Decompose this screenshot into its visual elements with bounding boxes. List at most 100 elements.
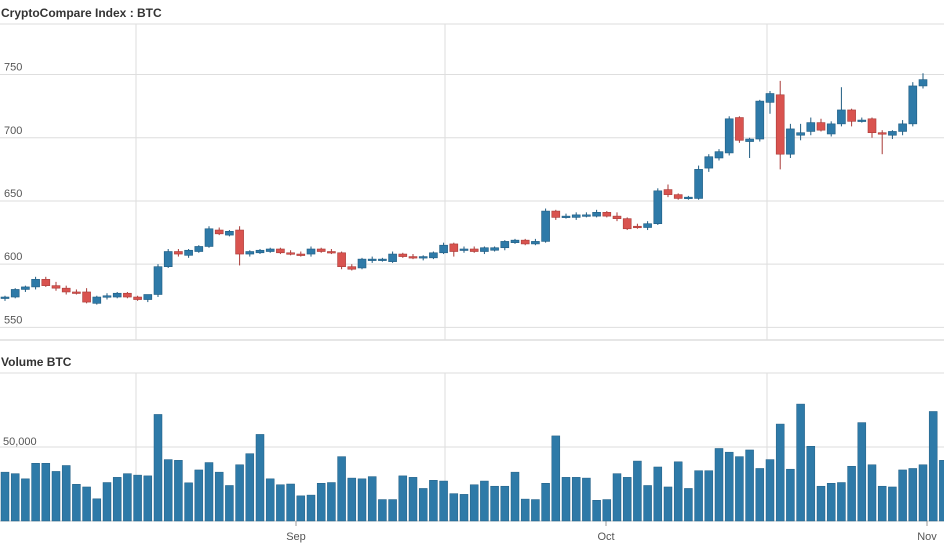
volume-bar <box>469 484 479 522</box>
candle <box>469 246 479 253</box>
volume-series <box>0 403 944 522</box>
candle <box>102 293 112 300</box>
candle-body <box>225 230 234 236</box>
volume-bar <box>745 449 754 522</box>
candle-body <box>602 212 612 217</box>
candle-body <box>235 229 244 255</box>
candle <box>245 250 255 257</box>
candle <box>276 247 285 255</box>
volume-bar <box>837 482 846 522</box>
candle <box>612 212 622 222</box>
candle-body <box>704 156 714 169</box>
volume-bar <box>327 482 336 522</box>
volume-bar <box>347 477 357 522</box>
candle <box>265 247 275 253</box>
candle-body <box>72 291 81 294</box>
candle-body <box>214 229 224 235</box>
volume-bar <box>31 463 40 522</box>
candle <box>908 82 918 127</box>
candle-body <box>653 190 663 225</box>
candle-body <box>102 295 112 298</box>
volume-bar <box>500 485 510 522</box>
price-gridlines <box>0 23 944 341</box>
candle <box>480 246 489 255</box>
volume-bar <box>755 468 765 522</box>
candle-body <box>184 249 193 256</box>
candle <box>51 281 61 291</box>
volume-bar <box>82 486 91 522</box>
candle <box>214 227 224 236</box>
candle-body <box>163 251 173 267</box>
volume-bar <box>561 477 571 522</box>
volume-bar <box>602 499 612 522</box>
candle <box>673 193 683 200</box>
candle-body <box>857 119 867 122</box>
volume-bar <box>643 485 652 522</box>
x-tick-label: Nov <box>917 531 937 543</box>
candle-body <box>92 296 102 304</box>
candle <box>877 130 887 155</box>
volume-bar <box>61 465 71 522</box>
volume-bar <box>531 499 540 522</box>
candle <box>775 80 785 170</box>
candle <box>72 289 81 295</box>
volume-bar <box>245 453 255 522</box>
volume-bar <box>398 475 408 522</box>
candle <box>112 291 122 299</box>
candle-body <box>327 251 336 254</box>
candle <box>490 246 499 252</box>
candle-body <box>388 253 397 262</box>
candle <box>602 211 612 218</box>
candle <box>408 254 418 260</box>
candle-body <box>143 294 153 300</box>
candle-body <box>367 258 377 261</box>
volume-bar <box>724 451 734 522</box>
candle <box>714 149 724 161</box>
candle-body <box>561 215 571 218</box>
volume-bar <box>551 435 561 522</box>
candle <box>561 213 571 219</box>
candle <box>163 248 173 268</box>
candle <box>296 251 306 257</box>
candle-body <box>786 128 795 155</box>
candle <box>633 223 642 229</box>
candle <box>184 248 193 258</box>
candle-body <box>755 100 765 140</box>
candle <box>367 256 377 263</box>
candle-body <box>357 258 367 269</box>
volume-bar <box>765 459 775 522</box>
volume-y-tick-label: 50,000 <box>3 436 37 448</box>
volume-bar <box>714 448 724 522</box>
candle <box>123 291 132 299</box>
candle <box>378 257 387 262</box>
volume-bar <box>867 464 877 522</box>
candle <box>745 137 754 158</box>
price-y-tick-label: 550 <box>4 314 22 326</box>
volume-bar <box>367 476 377 522</box>
candle-body <box>673 194 683 199</box>
volume-bar <box>622 477 632 522</box>
candle <box>286 250 295 256</box>
candle <box>347 264 357 271</box>
candle <box>653 188 663 225</box>
candle <box>571 212 581 220</box>
volume-bar <box>796 403 805 522</box>
x-axis: Sep Oct Nov <box>286 521 937 543</box>
volume-bar <box>296 495 306 522</box>
volume-bar <box>225 485 234 522</box>
candle-body <box>775 94 785 155</box>
candle <box>663 184 673 198</box>
candle-body <box>531 241 540 245</box>
candle-body <box>765 93 775 103</box>
candle <box>0 295 10 301</box>
candle <box>867 117 877 138</box>
candle-body <box>469 248 479 252</box>
candle-body <box>877 132 887 135</box>
candle-body <box>551 210 561 218</box>
volume-bar <box>541 483 550 522</box>
candle-body <box>153 266 163 295</box>
candle <box>806 117 816 136</box>
volume-bar <box>306 494 316 522</box>
candle <box>694 165 703 200</box>
volume-bar <box>41 463 51 522</box>
